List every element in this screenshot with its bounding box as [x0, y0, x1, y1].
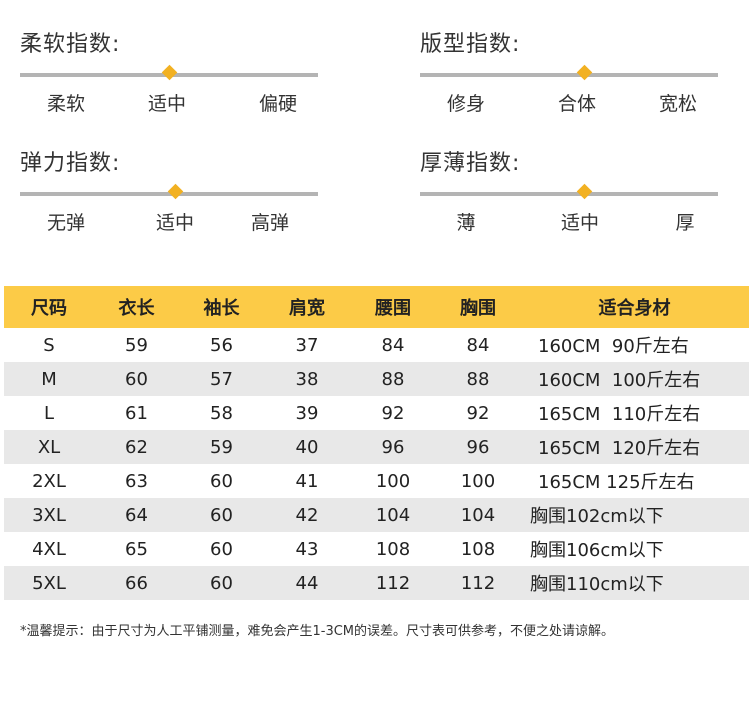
- table-row: 5XL 66 60 44 112 112 胸围110cm以下: [4, 566, 749, 600]
- header-size: 尺码: [4, 286, 94, 328]
- cell-length: 66: [94, 566, 179, 600]
- index-label-mid: 适中: [560, 212, 600, 234]
- index-label-high: 偏硬: [258, 93, 298, 115]
- cell-length: 61: [125, 402, 148, 424]
- index-label-mid: 合体: [557, 93, 597, 115]
- cell-chest: 88: [436, 362, 520, 396]
- cell-length: 64: [94, 498, 179, 532]
- cell-sleeve: 60: [179, 498, 264, 532]
- header-waist: 腰围: [350, 286, 436, 328]
- cell-sleeve: 60: [179, 566, 264, 600]
- index-label-high: 宽松: [658, 93, 698, 115]
- cell-shoulder: 42: [264, 498, 350, 532]
- cell-chest: 100: [460, 470, 496, 492]
- index-label-low: 修身: [446, 93, 486, 115]
- cell-fit: 160CM 90斤左右: [538, 336, 689, 357]
- cell-fit: 胸围106cm以下: [530, 540, 664, 561]
- cell-size: XL: [4, 430, 94, 464]
- index-label-mid: 适中: [155, 212, 195, 234]
- index-label-high: 厚: [675, 212, 695, 234]
- size-tip-note: *温馨提示：由于尺寸为人工平铺测量，难免会产生1-3CM的误差。尺寸表可供参考，…: [20, 624, 615, 639]
- index-label-low: 无弹: [46, 212, 86, 234]
- header-fit: 适合身材: [520, 286, 749, 328]
- index-title: 柔软指数:: [20, 32, 121, 57]
- cell-shoulder: 43: [295, 538, 319, 560]
- cell-chest: 112: [436, 566, 520, 600]
- cell-fit: 胸围110cm以下: [520, 566, 749, 600]
- table-row: 2XL 63 60 41 100 100 165CM 125斤左右: [4, 464, 749, 498]
- cell-size: 5XL: [4, 566, 94, 600]
- cell-waist: 112: [350, 566, 436, 600]
- index-marker: [576, 183, 593, 200]
- cell-size: 2XL: [32, 470, 66, 492]
- cell-size: S: [43, 334, 55, 356]
- cell-waist: 100: [375, 470, 411, 492]
- cell-chest: 92: [466, 402, 490, 424]
- cell-chest: 104: [436, 498, 520, 532]
- cell-waist: 84: [381, 334, 405, 356]
- index-label-high: 高弹: [250, 212, 290, 234]
- table-row: M 60 57 38 88 88 160CM 100斤左右: [4, 362, 749, 396]
- cell-size: L: [43, 402, 55, 424]
- index-label-mid: 适中: [147, 93, 187, 115]
- cell-waist: 108: [375, 538, 411, 560]
- cell-length: 62: [94, 430, 179, 464]
- cell-fit: 胸围102cm以下: [520, 498, 749, 532]
- table-row: XL 62 59 40 96 96 165CM 120斤左右: [4, 430, 749, 464]
- cell-shoulder: 37: [295, 334, 319, 356]
- table-row: 4XL 65 60 43 108 108 胸围106cm以下: [4, 532, 749, 566]
- cell-chest: 96: [436, 430, 520, 464]
- index-marker: [167, 183, 184, 200]
- cell-shoulder: 41: [295, 470, 319, 492]
- cell-waist: 88: [350, 362, 436, 396]
- cell-fit: 165CM 110斤左右: [538, 404, 701, 425]
- cell-waist: 104: [350, 498, 436, 532]
- cell-shoulder: 40: [264, 430, 350, 464]
- cell-sleeve: 56: [210, 334, 233, 356]
- cell-length: 60: [94, 362, 179, 396]
- cell-waist: 92: [381, 402, 405, 424]
- table-row: 3XL 64 60 42 104 104 胸围102cm以下: [4, 498, 749, 532]
- index-track: [420, 183, 718, 200]
- header-chest: 胸围: [436, 286, 520, 328]
- cell-length: 63: [125, 470, 148, 492]
- table-row: L 61 58 39 92 92 165CM 110斤左右: [4, 396, 749, 430]
- cell-size: M: [4, 362, 94, 396]
- header-sleeve: 袖长: [179, 286, 264, 328]
- index-title: 版型指数:: [420, 32, 521, 57]
- index-track: [20, 64, 318, 81]
- cell-shoulder: 44: [264, 566, 350, 600]
- index-marker: [161, 64, 178, 81]
- header-shoulder: 肩宽: [264, 286, 350, 328]
- cell-chest: 84: [466, 334, 490, 356]
- cell-size: 3XL: [4, 498, 94, 532]
- cell-length: 65: [125, 538, 148, 560]
- cell-length: 59: [125, 334, 148, 356]
- size-table: 尺码 衣长 袖长 肩宽 腰围 胸围 适合身材 S 59 56 37 84 84 …: [4, 286, 749, 600]
- table-header-row: 尺码 衣长 袖长 肩宽 腰围 胸围 适合身材: [4, 286, 749, 328]
- index-track: [20, 183, 318, 200]
- index-label-low: 柔软: [46, 93, 86, 115]
- cell-waist: 96: [350, 430, 436, 464]
- cell-sleeve: 60: [210, 470, 233, 492]
- table-row: S 59 56 37 84 84 160CM 90斤左右: [4, 328, 749, 362]
- index-marker: [576, 64, 593, 81]
- cell-shoulder: 38: [264, 362, 350, 396]
- cell-fit: 165CM 125斤左右: [538, 472, 695, 493]
- cell-sleeve: 59: [179, 430, 264, 464]
- index-label-low: 薄: [456, 212, 476, 234]
- index-title: 弹力指数:: [20, 151, 121, 176]
- header-length: 衣长: [94, 286, 179, 328]
- cell-fit: 165CM 120斤左右: [520, 430, 749, 464]
- index-title: 厚薄指数:: [420, 151, 521, 176]
- index-track: [420, 64, 718, 81]
- cell-sleeve: 58: [210, 402, 233, 424]
- cell-sleeve: 57: [179, 362, 264, 396]
- cell-size: 4XL: [32, 538, 66, 560]
- cell-chest: 108: [460, 538, 496, 560]
- cell-sleeve: 60: [210, 538, 233, 560]
- cell-fit: 160CM 100斤左右: [520, 362, 749, 396]
- cell-shoulder: 39: [295, 402, 319, 424]
